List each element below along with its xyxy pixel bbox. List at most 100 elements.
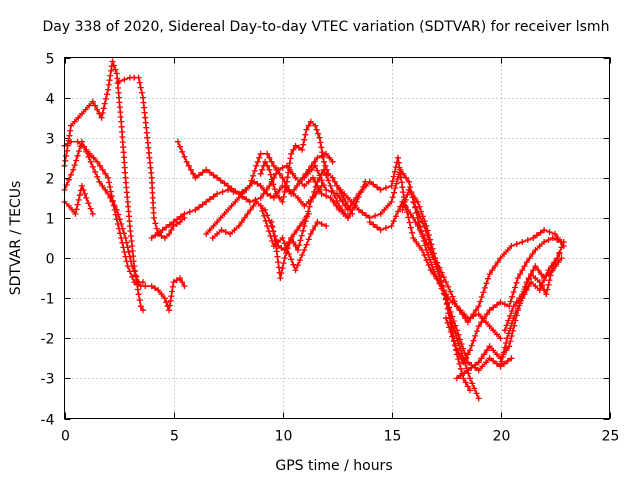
data-point xyxy=(65,202,72,209)
data-point xyxy=(533,232,540,239)
series-14 xyxy=(334,166,515,374)
data-point xyxy=(521,263,528,270)
data-point xyxy=(519,291,526,298)
data-point xyxy=(303,241,310,248)
data-point xyxy=(238,219,245,225)
data-point xyxy=(121,164,128,171)
data-point xyxy=(462,379,469,386)
data-point xyxy=(133,273,140,280)
data-point xyxy=(497,335,504,342)
data-point xyxy=(267,171,274,178)
data-point xyxy=(268,219,275,225)
data-point xyxy=(323,186,330,193)
data-point xyxy=(219,188,226,195)
y-tick-label: 2 xyxy=(46,172,55,188)
data-point xyxy=(218,227,225,233)
series-11 xyxy=(268,166,369,282)
data-point xyxy=(456,351,463,358)
data-point xyxy=(554,237,561,243)
data-point xyxy=(299,252,306,258)
data-point xyxy=(68,122,74,129)
data-point xyxy=(404,206,411,213)
data-point xyxy=(247,206,254,213)
data-point xyxy=(432,255,439,262)
data-point xyxy=(344,214,351,221)
data-point xyxy=(419,218,425,225)
data-point xyxy=(286,164,292,171)
data-point xyxy=(507,325,514,332)
data-point xyxy=(558,244,565,251)
data-point xyxy=(445,310,452,317)
data-point xyxy=(279,164,286,171)
data-point xyxy=(257,150,264,157)
data-point xyxy=(437,273,444,280)
data-point xyxy=(501,327,508,334)
data-point xyxy=(273,190,279,197)
data-point xyxy=(111,202,118,209)
data-point xyxy=(474,328,480,335)
data-point xyxy=(225,206,231,213)
data-point xyxy=(342,202,349,209)
data-point xyxy=(241,214,248,221)
data-point xyxy=(298,232,305,239)
data-point xyxy=(528,271,534,278)
data-point xyxy=(199,169,206,176)
x-tick-labels: 0 5 10 15 20 25 xyxy=(61,429,619,445)
data-point xyxy=(486,343,493,350)
data-point xyxy=(275,259,282,266)
data-point xyxy=(71,118,78,125)
data-point xyxy=(288,150,295,157)
data-point xyxy=(547,272,554,279)
data-point xyxy=(279,265,286,272)
data-point xyxy=(106,77,113,84)
data-point xyxy=(508,243,515,249)
data-point xyxy=(544,286,551,293)
series-1 xyxy=(61,58,146,314)
data-point xyxy=(161,295,168,302)
data-point xyxy=(388,198,395,205)
data-point xyxy=(453,375,460,382)
data-point xyxy=(381,206,388,213)
data-point xyxy=(447,329,454,335)
data-point xyxy=(177,143,183,150)
data-point xyxy=(388,223,395,229)
data-point xyxy=(508,320,515,327)
data-point xyxy=(275,239,282,245)
data-point xyxy=(320,154,326,160)
data-point xyxy=(301,174,308,181)
data-point xyxy=(78,182,85,189)
data-point xyxy=(281,240,288,247)
data-point xyxy=(529,251,536,257)
data-point xyxy=(490,327,497,334)
data-point xyxy=(416,227,423,233)
data-point xyxy=(261,212,267,219)
data-point xyxy=(535,267,542,274)
data-point xyxy=(214,219,221,225)
data-point xyxy=(311,158,318,165)
data-point xyxy=(121,154,127,161)
data-point xyxy=(276,186,283,193)
y-tick-label: 4 xyxy=(46,92,55,108)
data-point xyxy=(294,247,301,253)
data-point xyxy=(119,139,126,146)
data-point xyxy=(538,283,545,290)
data-point xyxy=(85,153,92,160)
data-point xyxy=(269,238,276,244)
data-point xyxy=(300,141,307,148)
data-point xyxy=(318,221,325,227)
data-point xyxy=(270,194,277,201)
data-point xyxy=(279,235,286,241)
data-point xyxy=(169,288,175,295)
data-point xyxy=(318,144,325,151)
data-point xyxy=(393,180,400,187)
data-point xyxy=(273,248,280,255)
data-point xyxy=(486,271,493,278)
data-point xyxy=(331,178,338,185)
data-point xyxy=(392,213,399,220)
data-point xyxy=(391,168,398,175)
data-point xyxy=(279,174,286,181)
data-point xyxy=(99,166,106,173)
data-point xyxy=(453,347,460,354)
data-point xyxy=(537,229,544,236)
data-point xyxy=(159,227,166,233)
